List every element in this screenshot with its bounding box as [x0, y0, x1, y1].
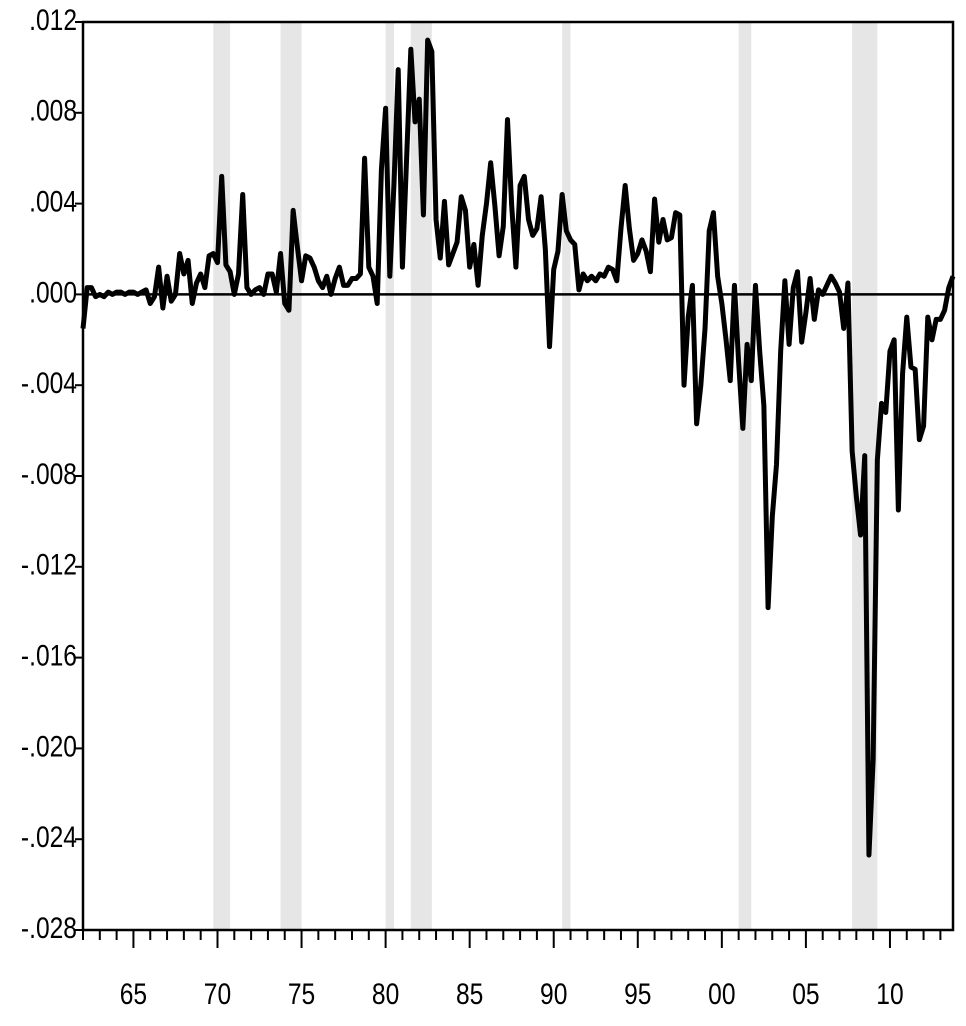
- x-tick-label: 75: [288, 977, 315, 1011]
- shaded-region: [562, 22, 571, 930]
- x-tick-label: 85: [456, 977, 483, 1011]
- x-tick-label: 90: [540, 977, 567, 1011]
- y-tick-label: -.028: [21, 911, 77, 945]
- x-tick-label: 65: [120, 977, 147, 1011]
- x-tick-label: 70: [204, 977, 231, 1011]
- x-tick-label: 00: [708, 977, 735, 1011]
- x-tick-label: 10: [876, 977, 903, 1011]
- x-tick-label: 80: [372, 977, 399, 1011]
- y-tick-label: -.024: [21, 820, 77, 854]
- y-tick-label: .008: [29, 93, 77, 127]
- y-tick-label: -.020: [21, 729, 77, 763]
- data-line: [80, 37, 956, 858]
- shaded-region: [738, 22, 752, 930]
- plot-frame: [81, 20, 955, 932]
- x-tick-label: 95: [624, 977, 651, 1011]
- shaded-region: [385, 22, 395, 930]
- y-tick-label: -.008: [21, 457, 77, 491]
- y-tick-label: -.012: [21, 547, 77, 581]
- shaded-region: [213, 22, 231, 930]
- x-tick-label: 05: [792, 977, 819, 1011]
- y-tick-label: .000: [29, 275, 77, 309]
- y-tick-label: -.016: [21, 638, 77, 672]
- y-tick-label: -.004: [21, 366, 77, 400]
- shaded-region: [280, 22, 302, 930]
- y-tick-label: .012: [29, 3, 77, 37]
- shaded-region: [410, 22, 432, 930]
- y-tick-label: .004: [29, 184, 77, 218]
